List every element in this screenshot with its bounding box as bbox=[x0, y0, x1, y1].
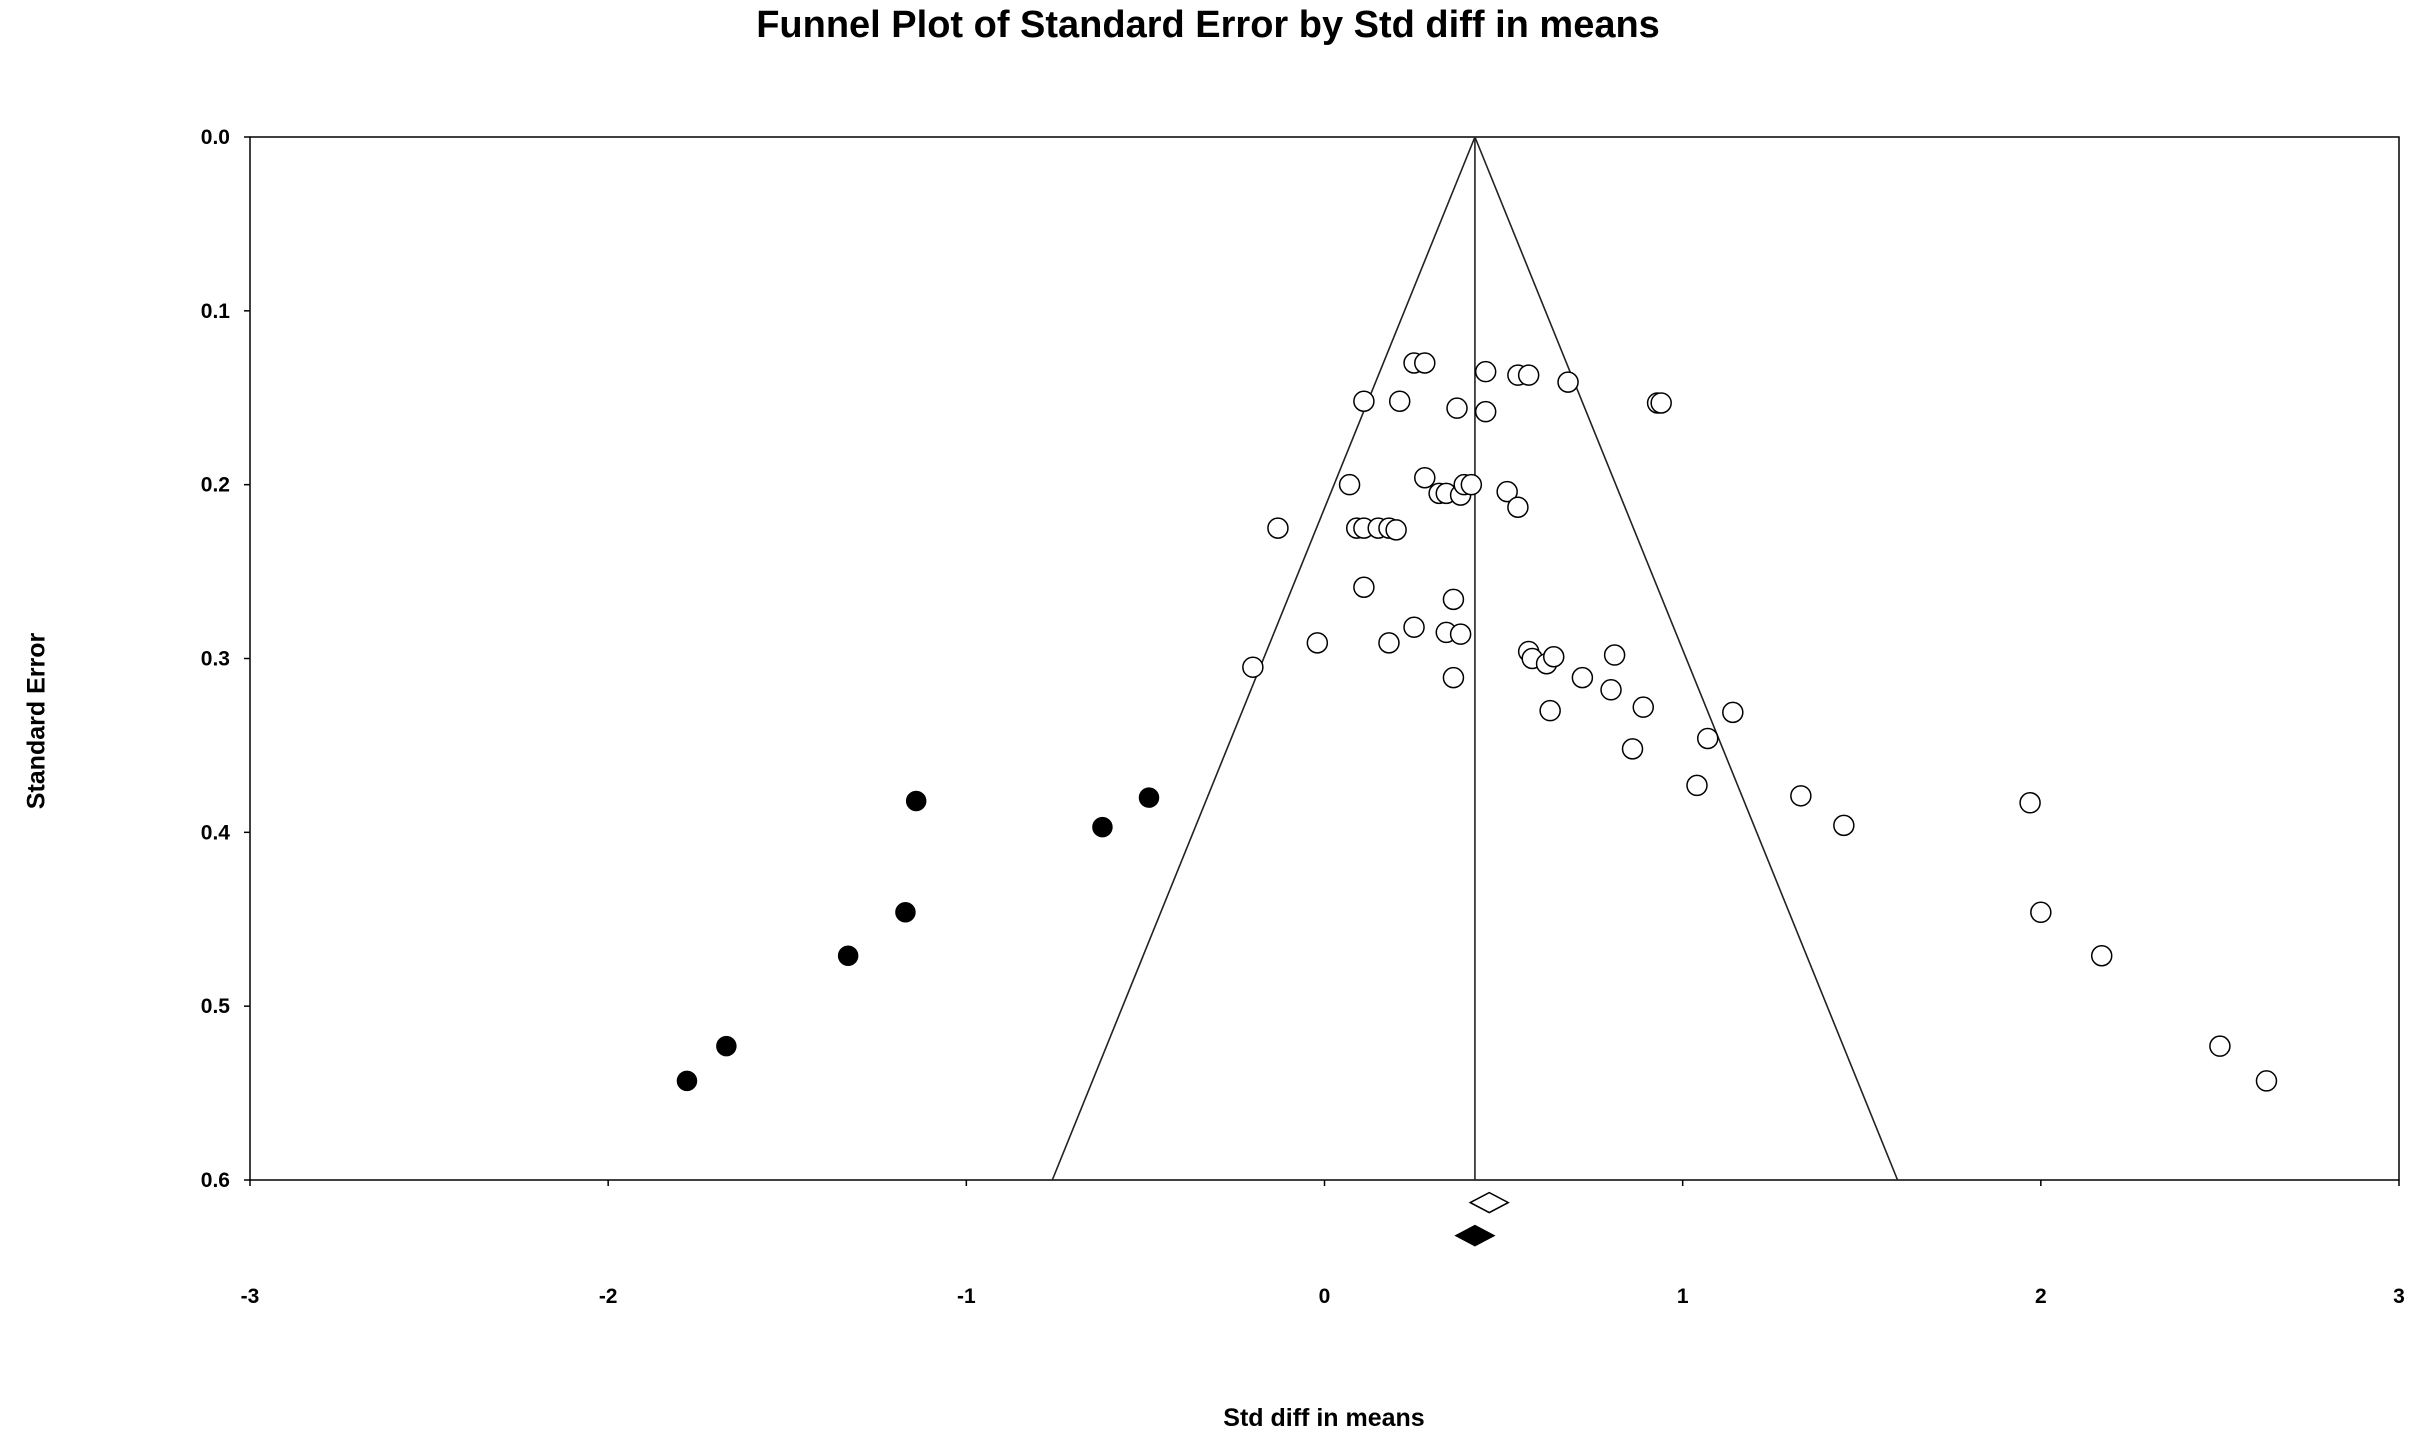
observed-study-point bbox=[1474, 400, 1497, 423]
imputed-study-point bbox=[676, 1070, 698, 1092]
observed-study-point bbox=[1542, 646, 1565, 668]
x-tick-label: 2 bbox=[2035, 1285, 2047, 1308]
x-axis-label: Std diff in means bbox=[1223, 1404, 1425, 1432]
imputed-study-point bbox=[716, 1035, 737, 1057]
imputed-study-point bbox=[905, 790, 927, 812]
y-tick-label: 0.0 bbox=[201, 126, 230, 149]
observed-study-point bbox=[1388, 390, 1411, 412]
adjusted-summary-diamond bbox=[1454, 1224, 1496, 1247]
observed-study-point bbox=[1442, 588, 1465, 611]
observed-study-point bbox=[1414, 352, 1436, 374]
observed-study-point bbox=[1686, 774, 1708, 797]
observed-study-point bbox=[1267, 517, 1289, 539]
x-tick-label: -2 bbox=[599, 1285, 618, 1308]
x-tick-label: 1 bbox=[1677, 1285, 1689, 1308]
observed-study-point bbox=[1621, 738, 1644, 760]
observed-study-point bbox=[1557, 371, 1579, 393]
x-tick-label: -1 bbox=[957, 1285, 976, 1308]
observed-study-point bbox=[1539, 699, 1561, 722]
y-tick-label: 0.5 bbox=[201, 995, 231, 1018]
observed-study-point bbox=[1696, 727, 1719, 750]
observed-study-point bbox=[2019, 792, 2041, 814]
observed-study-point bbox=[1650, 392, 1672, 414]
y-tick-label: 0.6 bbox=[201, 1169, 230, 1192]
funnel-right-line bbox=[1474, 136, 1899, 1181]
observed-study-point bbox=[1449, 623, 1472, 645]
observed-study-point bbox=[1507, 496, 1529, 519]
observed-study-point bbox=[1517, 364, 1540, 386]
y-tick-label: 0.2 bbox=[201, 474, 230, 497]
observed-study-point bbox=[1496, 480, 1518, 503]
observed-study-point bbox=[1603, 644, 1626, 666]
x-tick-label: -3 bbox=[241, 1285, 260, 1308]
observed-study-point bbox=[1460, 473, 1483, 496]
observed-study-point bbox=[1306, 632, 1329, 654]
observed-study-point bbox=[1446, 397, 1468, 419]
observed-summary-diamond bbox=[1468, 1191, 1510, 1214]
observed-study-point bbox=[1353, 390, 1375, 412]
data-points bbox=[676, 352, 2278, 1092]
funnel-left-line bbox=[1051, 136, 1476, 1181]
funnel-lines bbox=[1051, 136, 1899, 1181]
observed-study-point bbox=[2030, 901, 2052, 924]
summary-diamonds bbox=[1454, 1191, 1510, 1247]
observed-study-point bbox=[1338, 473, 1361, 496]
imputed-study-point bbox=[1138, 787, 1160, 808]
x-tick-label: 3 bbox=[2393, 1285, 2405, 1308]
chart-title: Funnel Plot of Standard Error by Std dif… bbox=[756, 4, 1660, 46]
observed-study-point bbox=[1403, 616, 1425, 638]
observed-study-point bbox=[1600, 679, 1622, 701]
observed-study-point bbox=[1378, 632, 1400, 654]
imputed-study-point bbox=[895, 902, 916, 923]
observed-study-point bbox=[1722, 701, 1744, 724]
observed-study-point bbox=[1571, 666, 1594, 689]
y-tick-label: 0.4 bbox=[201, 821, 231, 844]
y-tick-label: 0.1 bbox=[201, 300, 231, 323]
observed-study-point bbox=[1632, 696, 1655, 718]
observed-study-point bbox=[1242, 656, 1264, 678]
observed-study-point bbox=[2090, 945, 2113, 967]
x-tick-label: 0 bbox=[1319, 1285, 1331, 1308]
observed-study-point bbox=[1442, 666, 1465, 689]
observed-study-point bbox=[2209, 1035, 2231, 1057]
observed-study-point bbox=[1385, 519, 1407, 541]
observed-study-point bbox=[1474, 360, 1497, 383]
observed-study-point bbox=[1790, 785, 1812, 807]
observed-study-point bbox=[2255, 1070, 2278, 1092]
y-tick-label: 0.3 bbox=[201, 648, 230, 671]
observed-study-point bbox=[1353, 576, 1375, 598]
plot-frame bbox=[249, 136, 2400, 1181]
observed-study-point bbox=[1414, 466, 1436, 489]
imputed-study-point bbox=[1092, 816, 1113, 838]
imputed-study-point bbox=[837, 945, 859, 967]
axes: -3 -2 -1 0 1 2 3 0.0 0.1 0.2 0.3 0.4 0.5 0.6 bbox=[201, 126, 2405, 1308]
observed-study-point bbox=[1833, 814, 1855, 837]
